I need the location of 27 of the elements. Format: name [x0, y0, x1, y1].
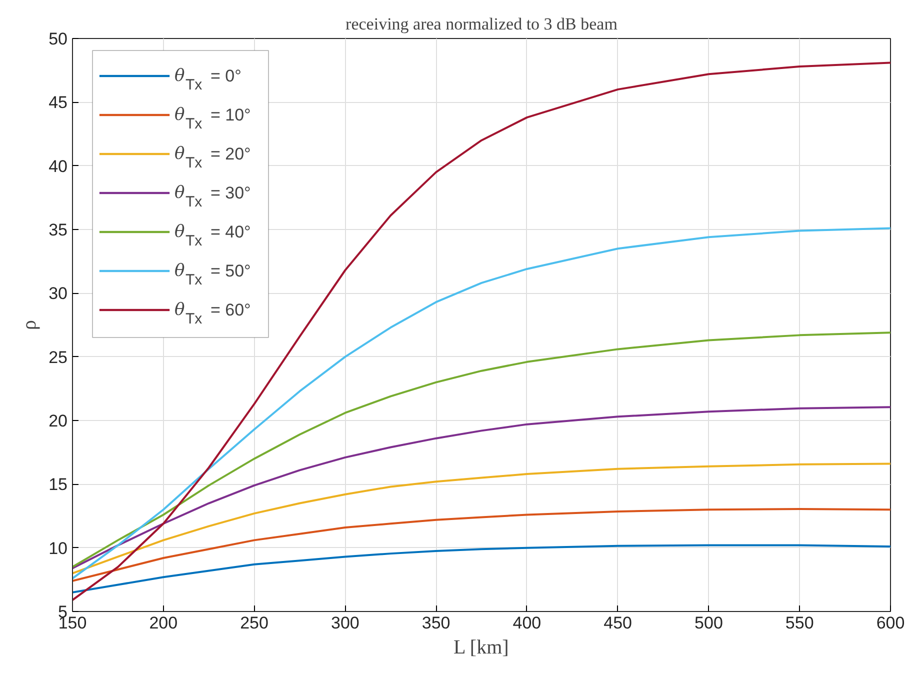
line-series: [72, 332, 890, 568]
y-tick-label: 45: [48, 93, 68, 112]
x-axis-title: L [km]: [453, 636, 509, 658]
x-tick-label: 300: [330, 614, 360, 632]
y-tick-label: 40: [48, 156, 68, 176]
y-tick-label: 15: [48, 475, 68, 494]
line-series: [72, 406, 890, 570]
x-tick-label: 250: [240, 614, 268, 632]
y-axis-title: ρ: [18, 320, 41, 330]
y-tick-label: 10: [48, 538, 68, 558]
line-series: [72, 508, 890, 582]
y-tick-label: 25: [48, 348, 68, 367]
x-tick-label: 450: [604, 614, 632, 632]
y-tick-label: 35: [48, 220, 68, 240]
x-tick-label: 600: [876, 614, 905, 632]
line-series: [72, 462, 890, 574]
y-tick-label: 50: [48, 30, 68, 48]
line-series: [72, 62, 890, 602]
line-series: [72, 544, 890, 594]
x-tick-label: 550: [785, 614, 814, 632]
y-tick-label: 20: [48, 412, 68, 430]
x-tick-label: 400: [512, 614, 542, 632]
chart-title: receiving area normalized to 3 dB beam: [346, 14, 618, 34]
y-tick-label: 30: [48, 284, 68, 304]
x-tick-label: 500: [694, 614, 723, 632]
x-tick-label: 350: [422, 614, 450, 632]
x-tick-label: 200: [149, 614, 178, 632]
